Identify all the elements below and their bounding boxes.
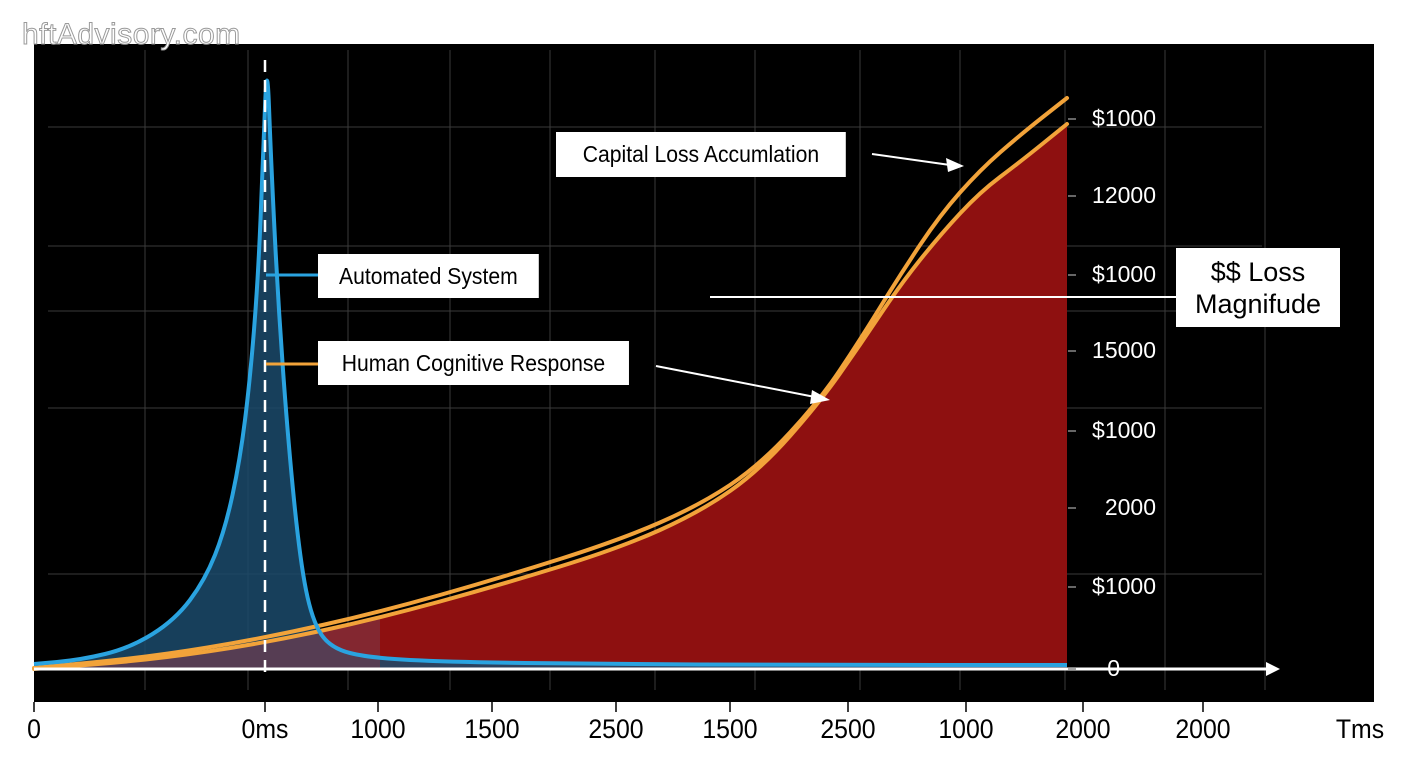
x-tick-label: 0 [27, 714, 41, 744]
overlap-area [34, 618, 380, 669]
capital-loss-callout: Capital Loss Accumlation [556, 132, 846, 177]
axis-layer [33, 60, 1374, 768]
automated-system-label: Automated System [339, 262, 518, 289]
x-tick-label: 2000 [1175, 714, 1231, 744]
x-axis-strip [34, 702, 1374, 768]
loss-magnitude-line1: $$ Loss [1210, 256, 1306, 287]
human-response-arrowhead-icon [810, 390, 830, 404]
x-tick-label: Tms [1335, 714, 1385, 744]
capital-loss-arrow [871, 153, 951, 166]
x-tick-label: 2500 [820, 714, 876, 744]
capital-loss-area [34, 124, 1067, 669]
human-response-callout: Human Cognitive Response [318, 341, 629, 385]
automated-system-callout: Automated System [318, 254, 539, 298]
x-tick-label: 2000 [1055, 714, 1111, 744]
y-tick-label: $1000 [1092, 573, 1156, 599]
y-tick-label: 12000 [1092, 182, 1156, 208]
capital-loss-arrowhead-icon [946, 158, 964, 172]
x-tick-label: 1500 [702, 714, 758, 744]
x-axis-arrow-icon [1266, 662, 1280, 676]
automated-system-area [34, 80, 1067, 668]
human-response-label: Human Cognitive Response [341, 349, 606, 376]
loss-magnitude-callout: $$ Loss Magnifude [1176, 248, 1340, 327]
x-tick-label: 1500 [464, 714, 520, 744]
capital-loss-label: Capital Loss Accumlation [582, 141, 820, 167]
y-tick-label: $1000 [1092, 261, 1156, 287]
x-tick-label: 0ms [241, 714, 289, 744]
loss-magnitude-line2: Magnifude [1194, 288, 1322, 319]
y-tick-label: $1000 [1092, 417, 1156, 443]
y-tick-label: 15000 [1092, 337, 1156, 363]
y-tick-label: 0 [1107, 655, 1120, 681]
x-tick-label: 1000 [938, 714, 994, 744]
automated-system-line [33, 78, 1067, 667]
capital-loss-line [32, 122, 1069, 671]
series-layer [32, 78, 1069, 671]
human-response-arrow [655, 365, 816, 398]
y-tick-label: 2000 [1104, 494, 1156, 520]
x-tick-label: 1000 [350, 714, 406, 744]
watermark: hftAdvisory.com [22, 18, 241, 52]
human-response-line [32, 96, 1069, 670]
x-tick-label: 2500 [588, 714, 644, 744]
y-tick-label: $1000 [1092, 105, 1156, 131]
